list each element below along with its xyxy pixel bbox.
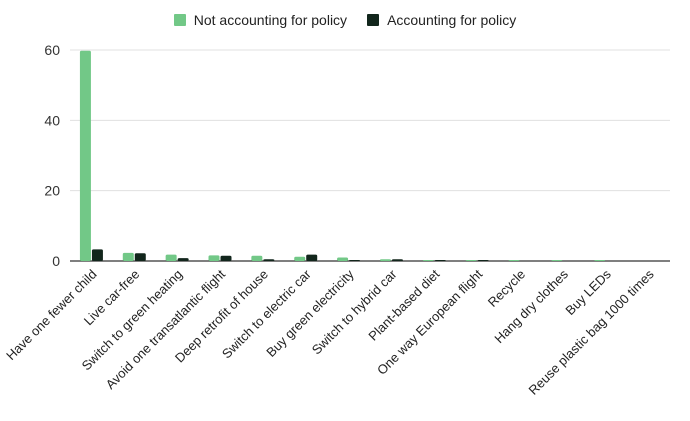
x-category-label: Recycle	[485, 267, 528, 310]
bar-accounting	[477, 260, 489, 261]
legend-swatch-not-accounting	[173, 14, 186, 26]
legend-item-accounting: Accounting for policy	[367, 12, 516, 28]
bar-accounting	[434, 260, 446, 261]
bar-accounting	[220, 255, 232, 261]
bar-accounting	[263, 259, 275, 261]
bar-accounting	[91, 249, 103, 261]
bar-not-accounting	[337, 257, 349, 261]
legend-label-not-accounting: Not accounting for policy	[193, 12, 348, 28]
bar-accounting	[391, 259, 403, 261]
legend-item-not-accounting: Not accounting for policy	[173, 12, 348, 28]
bar-accounting	[349, 260, 361, 261]
bar-not-accounting	[465, 259, 477, 261]
bar-not-accounting	[251, 255, 263, 261]
bar-not-accounting	[551, 260, 563, 261]
bar-not-accounting	[165, 254, 177, 261]
legend-label-accounting: Accounting for policy	[387, 12, 517, 28]
bar-not-accounting	[379, 259, 391, 261]
bar-accounting	[306, 254, 318, 261]
y-tick-label: 20	[44, 183, 60, 199]
x-category-label: Hang dry clothes	[491, 266, 571, 346]
bar-not-accounting	[294, 256, 306, 261]
bar-not-accounting	[508, 260, 520, 261]
bar-not-accounting	[208, 255, 220, 261]
bar-accounting	[134, 253, 146, 261]
y-tick-label: 0	[52, 253, 60, 269]
y-tick-label: 60	[44, 42, 60, 58]
legend: Not accounting for policy Accounting for…	[0, 12, 690, 28]
legend-swatch-accounting	[367, 14, 380, 26]
y-tick-label: 40	[44, 112, 60, 128]
bar-not-accounting	[594, 260, 606, 261]
bar-accounting	[177, 258, 189, 261]
bar-not-accounting	[422, 259, 434, 261]
bar-not-accounting	[79, 50, 91, 261]
bar-not-accounting	[122, 252, 134, 261]
